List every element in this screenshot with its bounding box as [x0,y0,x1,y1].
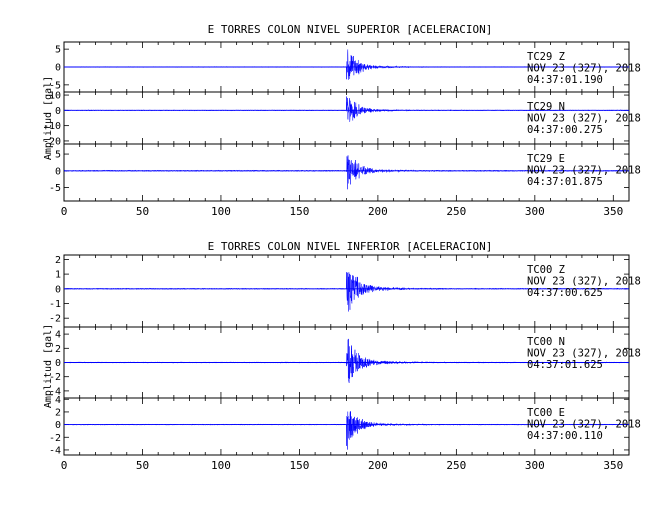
station-label-time: 04:37:01.190 [527,74,603,86]
station-label-date: NOV 23 (327), 2018 [527,165,641,177]
x-tick-label: 100 [211,459,231,472]
station-label-time: 04:37:00.110 [527,430,603,442]
station-label-station: TC29 Z [527,51,565,63]
y-tick-label: -2 [49,433,61,444]
station-label-date: NOV 23 (327), 2018 [527,348,641,360]
station-label-time: 04:37:00.625 [527,287,603,299]
y-tick-label: 2 [55,344,61,355]
station-label-date: NOV 23 (327), 2018 [527,113,641,125]
station-label-date: NOV 23 (327), 2018 [527,419,641,431]
y-tick-label: 2 [55,407,61,418]
station-label-station: TC00 N [527,336,565,348]
station-label-station: TC00 E [527,407,565,419]
x-tick-label: 150 [289,205,309,218]
y-tick-label: -1 [49,299,61,310]
x-tick-label: 250 [446,459,466,472]
x-tick-label: 350 [603,205,623,218]
x-tick-label: 200 [368,459,388,472]
x-tick-label: 250 [446,205,466,218]
x-tick-label: 350 [603,459,623,472]
y-tick-label: 0 [55,358,61,369]
waveform-trace [63,272,630,312]
waveform-trace [63,338,630,383]
y-tick-label: 0 [55,106,61,117]
x-tick-label: 200 [368,205,388,218]
chart-title-inferior: E TORRES COLON NIVEL INFERIOR [ACELERACI… [208,240,493,253]
chart-title-superior: E TORRES COLON NIVEL SUPERIOR [ACELERACI… [208,23,493,36]
y-tick-label: -4 [49,445,61,456]
waveform-trace [63,49,630,80]
y-tick-label: 0 [55,63,61,74]
y-tick-label: -5 [49,80,61,91]
x-tick-label: 300 [525,459,545,472]
station-label-time: 04:37:00.275 [527,124,603,136]
y-tick-label: 0 [55,166,61,177]
waveform-trace [63,411,630,450]
y-tick-label: -2 [49,372,61,383]
station-label-date: NOV 23 (327), 2018 [527,276,641,288]
x-tick-label: 300 [525,205,545,218]
y-tick-label: 5 [55,45,61,56]
station-label-time: 04:37:01.875 [527,176,603,188]
x-tick-label: 0 [61,205,68,218]
y-tick-label: 1 [55,270,61,281]
y-tick-label: 10 [49,91,61,102]
x-tick-label: 150 [289,459,309,472]
x-tick-label: 0 [61,459,68,472]
x-tick-label: 100 [211,205,231,218]
waveform-trace [63,96,630,122]
station-label-date: NOV 23 (327), 2018 [527,63,641,75]
y-tick-label: 0 [55,420,61,431]
x-tick-label: 50 [136,459,149,472]
y-tick-label: -10 [43,121,61,132]
waveform-trace [63,155,630,190]
y-tick-label: 4 [55,395,61,406]
station-label-station: TC29 E [527,153,565,165]
y-axis-label-inferior: Amplitud [gal] [43,324,54,408]
station-label-station: TC00 Z [527,264,565,276]
station-label-station: TC29 N [527,101,565,113]
y-tick-label: -5 [49,183,61,194]
station-label-time: 04:37:01.625 [527,359,603,371]
y-tick-label: 5 [55,150,61,161]
y-tick-label: 0 [55,284,61,295]
y-axis-label-superior: Amplitud [gal] [43,76,54,160]
y-tick-label: -2 [49,314,61,325]
y-tick-label: -4 [49,386,61,397]
y-tick-label: -20 [43,136,61,147]
y-tick-label: 4 [55,330,61,341]
x-tick-label: 50 [136,205,149,218]
y-tick-label: 2 [55,255,61,266]
